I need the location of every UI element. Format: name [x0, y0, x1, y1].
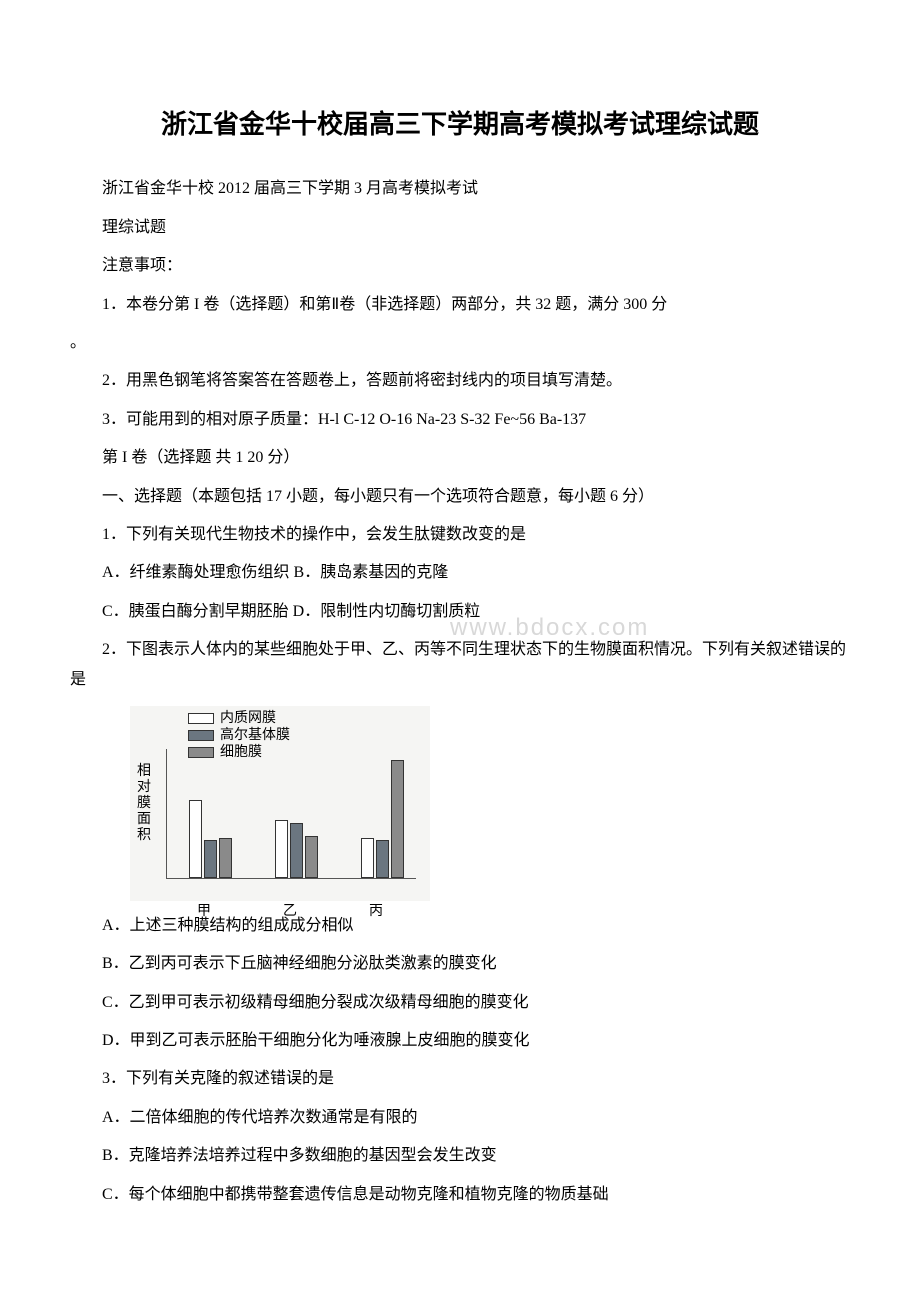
- question-2-option-d: D．甲到乙可表示胚胎干细胞分化为唾液腺上皮细胞的膜变化: [70, 1026, 850, 1056]
- membrane-chart: 内质网膜 高尔基体膜 细胞膜 相对膜面积 甲 乙 丙: [130, 706, 430, 901]
- section-1-desc: 一、选择题（本题包括 17 小题，每小题只有一个选项符合题意，每小题 6 分）: [70, 482, 850, 512]
- question-3: 3．下列有关克隆的叙述错误的是: [70, 1064, 850, 1094]
- chart-bar: [189, 800, 202, 878]
- x-label: 甲: [184, 899, 224, 926]
- question-3-option-c: C．每个体细胞中都携带整套遗传信息是动物克隆和植物克隆的物质基础: [70, 1180, 850, 1210]
- exam-name: 理综试题: [70, 213, 850, 243]
- chart-bar: [275, 820, 288, 878]
- question-1-option-ab: A．纤维素酶处理愈伤组织 B．胰岛素基因的克隆: [70, 558, 850, 588]
- notice-2: 2．用黑色钢笔将答案答在答题卷上，答题前将密封线内的项目填写清楚。: [70, 366, 850, 396]
- notice-1-tail: 。: [70, 328, 850, 358]
- notice-3: 3．可能用到的相对原子质量：H-l C-12 O-16 Na-23 S-32 F…: [70, 405, 850, 435]
- bar-group: [189, 800, 232, 878]
- chart-bar: [376, 840, 389, 878]
- chart-bar: [290, 823, 303, 878]
- legend-swatch-2: [188, 730, 214, 741]
- bar-group: [361, 760, 404, 878]
- subtitle: 浙江省金华十校 2012 届高三下学期 3 月高考模拟考试: [70, 174, 850, 204]
- chart-bar: [204, 840, 217, 878]
- question-1: 1．下列有关现代生物技术的操作中，会发生肽键数改变的是: [70, 520, 850, 550]
- question-3-option-b: B．克隆培养法培养过程中多数细胞的基因型会发生改变: [70, 1141, 850, 1171]
- chart-bar: [361, 838, 374, 878]
- question-2-option-c: C．乙到甲可表示初级精母细胞分裂成次级精母细胞的膜变化: [70, 988, 850, 1018]
- legend-swatch-1: [188, 713, 214, 724]
- question-2: 2．下图表示人体内的某些细胞处于甲、乙、丙等不同生理状态下的生物膜面积情况。下列…: [70, 635, 850, 696]
- chart-bar: [219, 838, 232, 878]
- question-1-option-cd: C．胰蛋白酶分割早期胚胎 D．限制性内切酶切割质粒: [70, 597, 850, 627]
- x-label: 丙: [356, 899, 396, 926]
- chart-bar: [391, 760, 404, 878]
- chart-y-label: 相对膜面积: [136, 764, 152, 844]
- question-3-option-a: A．二倍体细胞的传代培养次数通常是有限的: [70, 1103, 850, 1133]
- chart-axes: [166, 749, 416, 879]
- notice-header: 注意事项：: [70, 251, 850, 281]
- x-label: 乙: [270, 899, 310, 926]
- section-1: 第 I 卷（选择题 共 1 20 分）: [70, 443, 850, 473]
- question-2-option-b: B．乙到丙可表示下丘脑神经细胞分泌肽类激素的膜变化: [70, 949, 850, 979]
- page-title: 浙江省金华十校届高三下学期高考模拟考试理综试题: [70, 100, 850, 149]
- chart-bar: [305, 836, 318, 878]
- bar-group: [275, 820, 318, 878]
- notice-1: 1．本卷分第 I 卷（选择题）和第Ⅱ卷（非选择题）两部分，共 32 题，满分 3…: [70, 290, 850, 320]
